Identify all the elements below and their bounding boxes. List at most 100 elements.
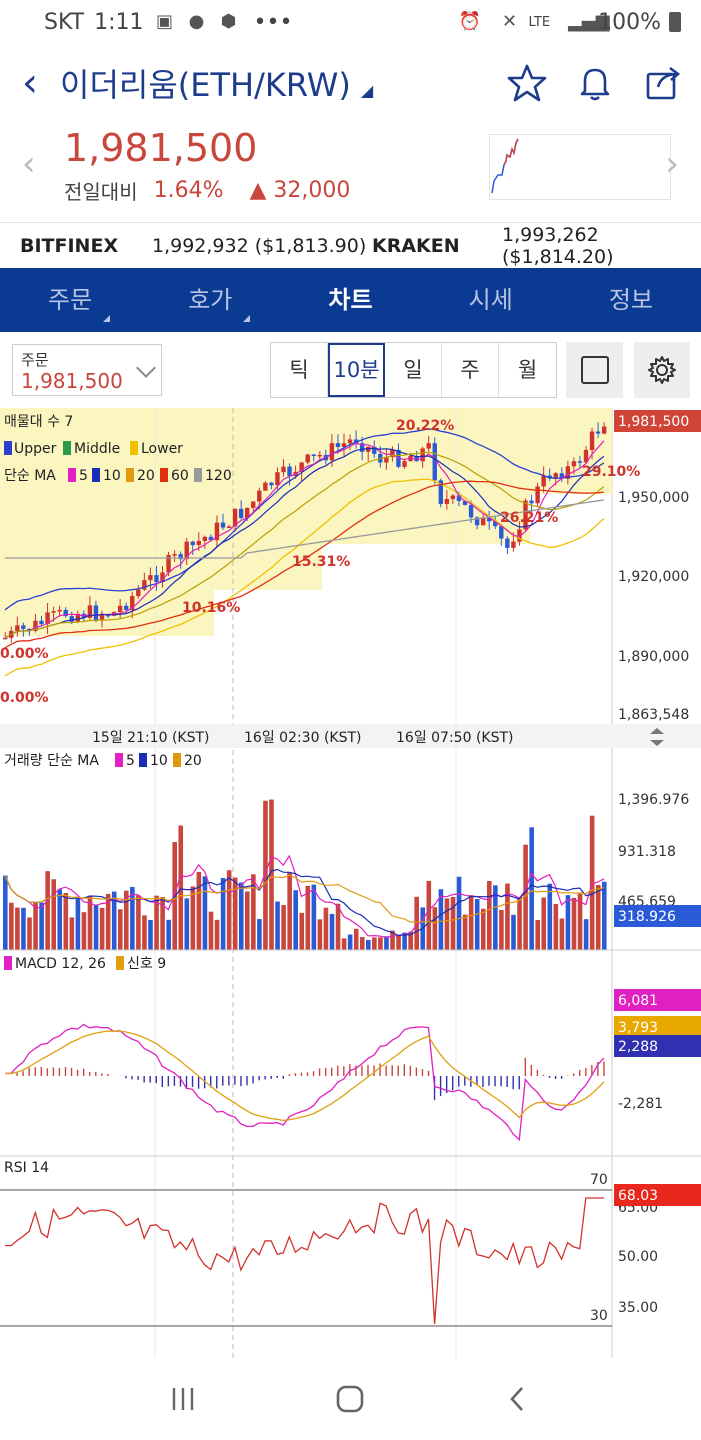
title-dropdown-icon[interactable]: ◢	[360, 80, 374, 100]
volume-bar	[559, 918, 565, 950]
prev-coin-icon[interactable]: ‹	[22, 144, 36, 184]
ma-period: 120	[205, 468, 232, 484]
volume-bar	[130, 886, 135, 950]
bell-icon[interactable]	[575, 63, 615, 103]
time-tick: 15일 21:10 (KST)	[92, 730, 209, 746]
price-summary: ‹ 1,981,500 전일대비 1.64% ▲ 32,000 ›	[0, 122, 701, 222]
volume-ma-lines	[4, 854, 605, 939]
tab-info[interactable]: 정보	[561, 268, 701, 332]
volume-bar	[359, 937, 365, 950]
volume-bar	[583, 919, 589, 950]
candle-body	[51, 611, 56, 613]
candle-body	[75, 613, 80, 622]
volume-bar	[456, 876, 462, 950]
candle-body	[372, 446, 377, 454]
signal-icon: ▂▄▆	[568, 11, 610, 32]
candle-body	[33, 620, 38, 631]
share-icon[interactable]	[643, 63, 683, 103]
candle-body	[27, 628, 32, 631]
next-coin-icon[interactable]: ›	[665, 144, 679, 184]
volume-bar	[299, 912, 305, 950]
period-10min[interactable]: 10분	[328, 343, 385, 397]
tab-order[interactable]: 주문	[0, 268, 140, 332]
nav-back-icon[interactable]	[503, 1384, 533, 1414]
candle-body	[329, 443, 335, 461]
volume-bar	[148, 919, 153, 950]
volume-bar	[184, 898, 190, 950]
candle-body	[281, 466, 286, 473]
page-title[interactable]: 이더리움(ETH/KRW)	[60, 66, 351, 104]
volume-bar	[136, 895, 141, 950]
home-icon[interactable]	[334, 1383, 366, 1415]
volume-bar	[329, 913, 335, 950]
time-tick: 16일 07:50 (KST)	[396, 730, 513, 746]
candle-body	[565, 466, 571, 479]
volume-bar	[462, 914, 468, 950]
price-tick: 1,920,000	[618, 569, 689, 585]
volume-bar	[238, 882, 244, 950]
candle-body	[390, 449, 395, 457]
candle-body	[353, 439, 359, 444]
candle-body	[420, 448, 425, 462]
candle-body	[402, 461, 407, 467]
recents-icon[interactable]	[168, 1384, 198, 1414]
exchange-name: BITFINEX	[20, 234, 119, 257]
price-tick: 1,863,548	[618, 707, 689, 723]
volume-bar	[480, 908, 486, 950]
candle-body	[523, 500, 528, 530]
exchange-value: 1,993,262 ($1,814.20)	[502, 223, 614, 268]
volume-bar	[529, 827, 534, 950]
candle-body	[57, 609, 62, 612]
candle-body	[474, 517, 480, 526]
volume-bar	[444, 898, 450, 950]
ma10-line	[4, 447, 605, 639]
chart-area[interactable]: 20.22% 29.10% 26.21% 15.31% 10.16% 0.00%…	[0, 408, 701, 1358]
tab-orderbook[interactable]: 호가	[140, 268, 280, 332]
settings-button[interactable]	[634, 342, 690, 398]
mini-chart[interactable]	[489, 134, 671, 200]
candle-body	[45, 612, 50, 625]
order-price-select[interactable]: 주문 1,981,500	[12, 344, 162, 396]
candle-body	[275, 472, 280, 486]
battery-icon	[669, 12, 681, 32]
bollinger-upper-line	[4, 428, 605, 611]
ma60-line	[4, 480, 604, 649]
period-tick[interactable]: 틱	[271, 343, 328, 397]
chart-toolbar: 주문 1,981,500 틱 10분 일 주 월	[0, 332, 701, 408]
volume-bar	[335, 903, 341, 950]
volume-bar	[21, 907, 26, 950]
tab-chart[interactable]: 차트	[280, 268, 420, 332]
carrier: SKT	[44, 9, 85, 35]
candle-body	[257, 490, 262, 502]
candle-body	[577, 461, 583, 463]
fullscreen-button[interactable]	[566, 342, 623, 398]
volume-bar	[601, 881, 607, 950]
legend-middle: Middle	[74, 441, 120, 457]
volume-bar	[493, 885, 498, 950]
macd-value-tag: 6,081	[618, 993, 658, 1009]
volume-bar	[33, 902, 38, 950]
volume-bar	[305, 885, 311, 950]
back-icon[interactable]: ‹	[22, 60, 38, 106]
volume-bar	[263, 800, 268, 950]
volume-bar	[281, 905, 286, 950]
candle-body	[341, 443, 347, 447]
candle-body	[245, 507, 250, 519]
square-icon	[580, 356, 609, 384]
candle-body	[196, 540, 201, 546]
volume-ma-period: 20	[184, 753, 202, 769]
candle-body	[251, 501, 256, 508]
candle-body	[499, 526, 504, 539]
resize-handle-icon[interactable]	[650, 728, 664, 746]
candle-body	[311, 454, 316, 456]
volume-bar	[323, 907, 329, 950]
tab-quotes[interactable]: 시세	[421, 268, 561, 332]
price-tick: 1,890,000	[618, 649, 689, 665]
rsi-tick: 50.00	[618, 1249, 658, 1265]
star-icon[interactable]	[507, 63, 547, 103]
period-week[interactable]: 주	[442, 343, 499, 397]
candle-body	[529, 500, 534, 504]
period-day[interactable]: 일	[385, 343, 442, 397]
period-month[interactable]: 월	[517, 358, 538, 382]
volume-bar	[57, 889, 63, 950]
